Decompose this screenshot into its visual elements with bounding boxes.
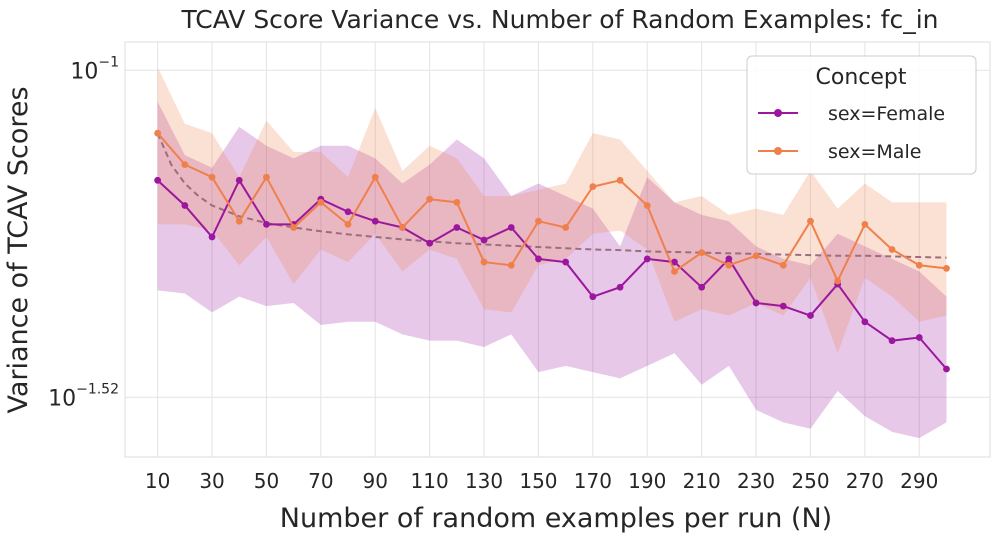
point-sex=Female-50 bbox=[263, 220, 270, 228]
point-sex=Female-130 bbox=[480, 236, 488, 244]
point-sex=Female-230 bbox=[752, 299, 760, 307]
chart-title: TCAV Score Variance vs. Number of Random… bbox=[181, 5, 939, 34]
point-sex=Male-20 bbox=[181, 161, 189, 169]
point-sex=Female-290 bbox=[915, 334, 923, 341]
point-sex=Male-70 bbox=[317, 198, 325, 206]
y-tick-label-0: 10−1 bbox=[70, 54, 119, 84]
legend-title: Concept bbox=[816, 65, 907, 90]
x-tick-label-14: 290 bbox=[900, 469, 938, 493]
point-sex=Female-110 bbox=[426, 239, 434, 247]
legend-dot-female bbox=[774, 109, 782, 117]
point-sex=Male-300 bbox=[943, 264, 950, 272]
point-sex=Male-130 bbox=[480, 258, 488, 266]
point-sex=Female-210 bbox=[698, 283, 706, 291]
point-sex=Male-120 bbox=[453, 198, 461, 206]
x-tick-label-1: 30 bbox=[199, 469, 224, 493]
point-sex=Male-220 bbox=[725, 261, 733, 269]
legend-label-male: sex=Male bbox=[828, 141, 921, 163]
point-sex=Female-240 bbox=[779, 302, 787, 310]
point-sex=Male-100 bbox=[399, 224, 406, 231]
point-sex=Female-160 bbox=[562, 258, 570, 266]
point-sex=Female-80 bbox=[344, 208, 352, 216]
point-sex=Female-40 bbox=[235, 176, 243, 184]
point-sex=Male-200 bbox=[671, 268, 678, 275]
x-tick-label-12: 250 bbox=[791, 469, 829, 493]
point-sex=Female-280 bbox=[888, 337, 896, 345]
point-sex=Male-270 bbox=[861, 220, 869, 228]
x-tick-label-3: 70 bbox=[308, 469, 333, 493]
point-sex=Male-160 bbox=[562, 224, 570, 231]
point-sex=Male-10 bbox=[154, 129, 162, 137]
point-sex=Female-120 bbox=[453, 224, 461, 231]
y-axis-label: Variance of TCAV Scores bbox=[3, 86, 34, 413]
point-sex=Male-80 bbox=[344, 220, 352, 228]
band-sex=Male bbox=[157, 67, 947, 354]
point-sex=Male-180 bbox=[616, 176, 624, 184]
x-tick-label-5: 110 bbox=[411, 469, 449, 493]
y-tick-labels: 10−1 10−1.52 bbox=[48, 54, 119, 411]
y-tick-label-1: 10−1.52 bbox=[48, 381, 119, 411]
x-axis-label: Number of random examples per run (N) bbox=[280, 503, 832, 534]
x-tick-label-10: 210 bbox=[683, 469, 721, 493]
legend-box bbox=[746, 55, 977, 175]
x-tick-label-7: 150 bbox=[519, 469, 557, 493]
x-tick-label-11: 230 bbox=[737, 469, 775, 493]
x-tick-label-8: 170 bbox=[574, 469, 612, 493]
point-sex=Male-190 bbox=[643, 202, 651, 209]
point-sex=Male-60 bbox=[290, 224, 298, 231]
point-sex=Female-180 bbox=[616, 283, 624, 291]
point-sex=Male-260 bbox=[834, 277, 842, 285]
point-sex=Female-270 bbox=[861, 318, 869, 326]
point-sex=Female-250 bbox=[807, 312, 814, 319]
point-sex=Female-30 bbox=[208, 233, 216, 241]
x-tick-label-13: 270 bbox=[846, 469, 884, 493]
line-sex=Female bbox=[156, 178, 948, 370]
point-sex=Male-150 bbox=[535, 217, 542, 225]
legend: Concept sex=Female sex=Male bbox=[746, 55, 977, 175]
point-sex=Female-200 bbox=[671, 258, 678, 266]
point-sex=Male-250 bbox=[807, 217, 814, 225]
point-sex=Female-20 bbox=[181, 202, 189, 209]
point-sex=Male-140 bbox=[507, 261, 515, 269]
point-sex=Female-190 bbox=[643, 255, 651, 263]
point-sex=Female-220 bbox=[725, 255, 733, 263]
series-lines bbox=[154, 129, 950, 373]
point-sex=Male-240 bbox=[779, 261, 787, 269]
point-sex=Male-280 bbox=[888, 246, 896, 253]
point-sex=Male-40 bbox=[235, 217, 243, 225]
x-tick-label-0: 10 bbox=[145, 469, 170, 493]
x-tick-labels: 10 30 50 70 90 110 130 150 170 190 210 230 250 270 290 bbox=[145, 469, 938, 493]
point-sex=Male-90 bbox=[371, 173, 379, 181]
point-sex=Male-230 bbox=[752, 252, 760, 260]
legend-label-female: sex=Female bbox=[828, 103, 945, 125]
point-sex=Female-140 bbox=[507, 224, 515, 231]
x-tick-label-2: 50 bbox=[254, 469, 279, 493]
point-sex=Male-210 bbox=[698, 249, 706, 257]
point-sex=Male-170 bbox=[589, 183, 597, 191]
point-sex=Male-30 bbox=[208, 173, 216, 181]
point-sex=Male-290 bbox=[915, 261, 923, 269]
point-sex=Female-10 bbox=[154, 176, 162, 184]
line-sex=Male bbox=[156, 132, 947, 284]
x-tick-label-4: 90 bbox=[363, 469, 388, 493]
point-sex=Female-300 bbox=[943, 365, 950, 373]
point-sex=Female-90 bbox=[371, 217, 379, 225]
legend-dot-male bbox=[774, 147, 782, 155]
trend-line bbox=[156, 132, 947, 259]
point-sex=Female-150 bbox=[535, 255, 542, 263]
confidence-bands bbox=[157, 67, 947, 439]
point-sex=Male-50 bbox=[263, 173, 270, 181]
x-tick-label-9: 190 bbox=[628, 469, 666, 493]
band-sex=Female bbox=[157, 101, 947, 439]
point-sex=Male-110 bbox=[426, 195, 434, 203]
x-tick-label-6: 130 bbox=[465, 469, 503, 493]
point-sex=Female-170 bbox=[589, 293, 597, 301]
